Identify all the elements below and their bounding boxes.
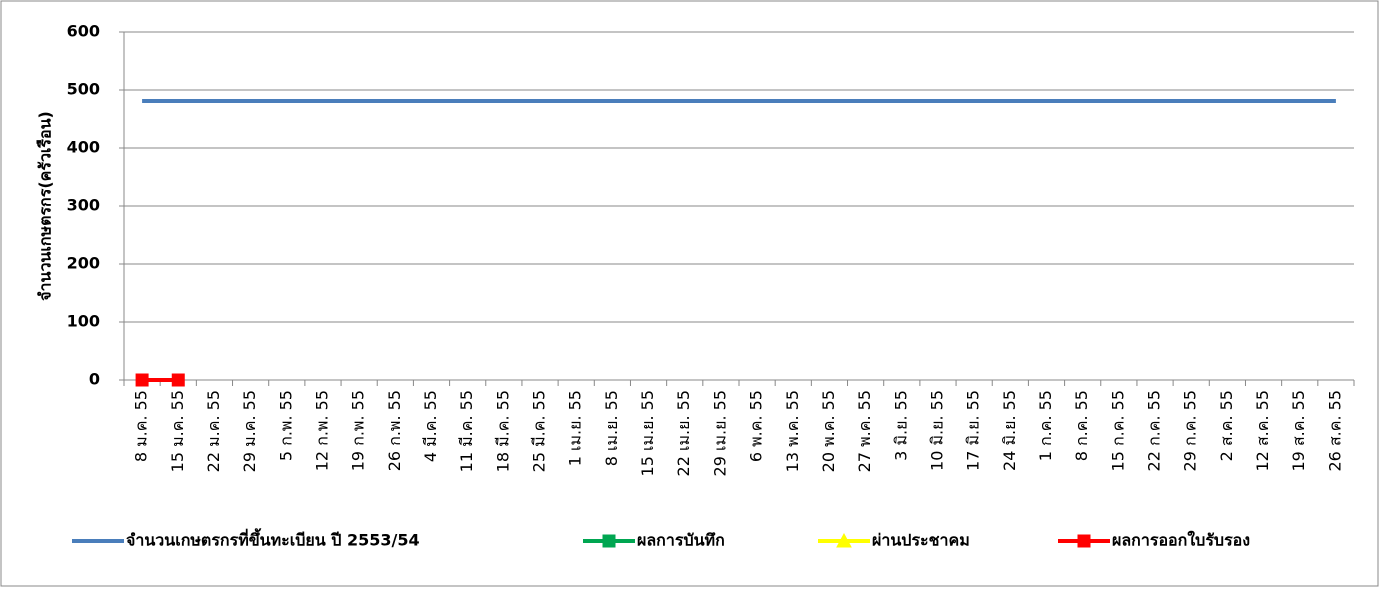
legend-marker <box>1077 534 1091 548</box>
x-tick-label: 17 มิ.ย. 55 <box>964 390 983 471</box>
data-point <box>171 373 185 387</box>
x-tick-label: 5 ก.พ. 55 <box>276 390 295 461</box>
x-tick-label: 13 พ.ค. 55 <box>783 390 802 472</box>
data-point <box>135 373 149 387</box>
x-tick-label: 8 ม.ค. 55 <box>132 390 151 462</box>
x-tick-label: 22 ม.ค. 55 <box>204 390 223 472</box>
x-tick-label: 26 ส.ค. 55 <box>1325 390 1344 472</box>
x-tick-label: 8 เม.ย. 55 <box>602 390 621 466</box>
y-tick-label: 200 <box>67 254 100 273</box>
x-tick-label: 19 ส.ค. 55 <box>1289 390 1308 472</box>
x-tick-label: 27 พ.ค. 55 <box>855 390 874 472</box>
x-tick-label: 22 ก.ค. 55 <box>1145 390 1164 471</box>
x-tick-label: 6 พ.ค. 55 <box>747 390 766 462</box>
x-tick-label: 20 พ.ค. 55 <box>819 390 838 472</box>
x-tick-label: 29 ก.ค. 55 <box>1181 390 1200 471</box>
x-tick-label: 12 ก.พ. 55 <box>312 390 331 471</box>
x-tick-label: 10 มิ.ย. 55 <box>927 390 946 471</box>
legend-label: จำนวนเกษตรกรที่ขึ้นทะเบียน ปี 2553/54 <box>126 528 420 550</box>
x-tick-label: 1 เม.ย. 55 <box>566 390 585 466</box>
y-tick-label: 0 <box>89 370 100 389</box>
y-tick-label: 400 <box>67 138 100 157</box>
x-tick-label: 24 มิ.ย. 55 <box>1000 390 1019 471</box>
y-axis-title: จำนวนเกษตรกร(ครัวเรือน) <box>36 111 55 301</box>
x-tick-label: 26 ก.พ. 55 <box>385 390 404 471</box>
x-tick-label: 8 ก.ค. 55 <box>1072 390 1091 461</box>
x-tick-label: 22 เม.ย. 55 <box>674 390 693 476</box>
y-tick-label: 100 <box>67 312 100 331</box>
x-tick-label: 12 ส.ค. 55 <box>1253 390 1272 472</box>
x-tick-label: 2 ส.ค. 55 <box>1217 390 1236 461</box>
x-tick-label: 29 ม.ค. 55 <box>240 390 259 472</box>
x-tick-label: 3 มิ.ย. 55 <box>891 390 910 461</box>
y-tick-label: 500 <box>67 80 100 99</box>
legend-label: ผ่านประชาคม <box>872 531 970 550</box>
x-tick-label: 19 ก.พ. 55 <box>349 390 368 471</box>
x-tick-label: 25 มี.ค. 55 <box>530 390 549 472</box>
x-tick-label: 4 มี.ค. 55 <box>421 390 440 462</box>
x-tick-label: 15 ก.ค. 55 <box>1108 390 1127 471</box>
y-tick-label: 600 <box>67 22 100 41</box>
x-tick-label: 15 ม.ค. 55 <box>168 390 187 472</box>
legend-marker <box>602 534 616 548</box>
x-tick-label: 18 มี.ค. 55 <box>493 390 512 472</box>
x-tick-label: 15 เม.ย. 55 <box>638 390 657 476</box>
legend-marker <box>836 532 852 548</box>
y-tick-label: 300 <box>67 196 100 215</box>
legend-label: ผลการออกใบรับรอง <box>1112 531 1250 550</box>
legend-label: ผลการบันทึก <box>637 531 725 550</box>
x-tick-label: 1 ก.ค. 55 <box>1036 390 1055 461</box>
x-tick-label: 11 มี.ค. 55 <box>457 390 476 472</box>
x-tick-label: 29 เม.ย. 55 <box>710 390 729 476</box>
